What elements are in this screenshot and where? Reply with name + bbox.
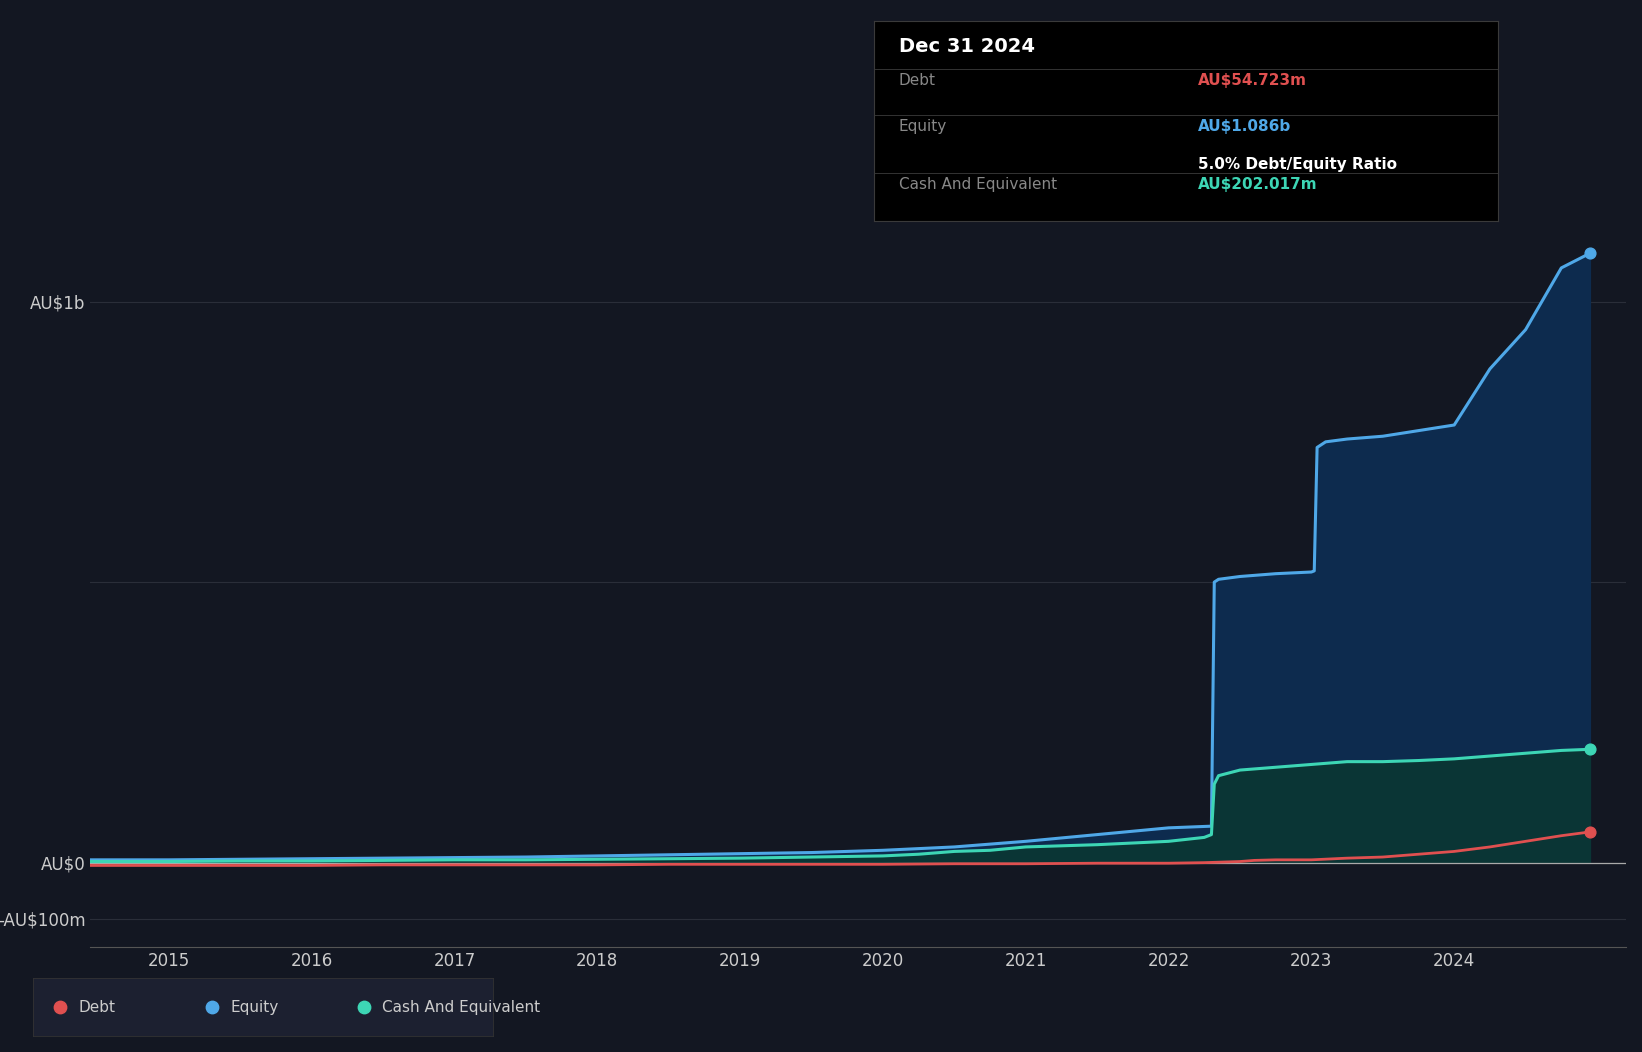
- Text: Debt: Debt: [79, 999, 117, 1015]
- Text: Cash And Equivalent: Cash And Equivalent: [383, 999, 540, 1015]
- Point: [1576, 824, 1603, 841]
- Text: Debt: Debt: [898, 73, 936, 88]
- Text: Dec 31 2024: Dec 31 2024: [898, 37, 1034, 56]
- Point: [1576, 741, 1603, 757]
- Text: Cash And Equivalent: Cash And Equivalent: [898, 177, 1057, 191]
- Text: 5.0% Debt/Equity Ratio: 5.0% Debt/Equity Ratio: [1199, 157, 1397, 171]
- Point: [501, 736, 527, 753]
- Text: AU$1.086b: AU$1.086b: [1199, 119, 1291, 134]
- Text: Equity: Equity: [898, 119, 947, 134]
- Text: Equity: Equity: [230, 999, 279, 1015]
- Text: AU$54.723m: AU$54.723m: [1199, 73, 1307, 88]
- Point: [1576, 245, 1603, 262]
- Text: AU$202.017m: AU$202.017m: [1199, 177, 1317, 191]
